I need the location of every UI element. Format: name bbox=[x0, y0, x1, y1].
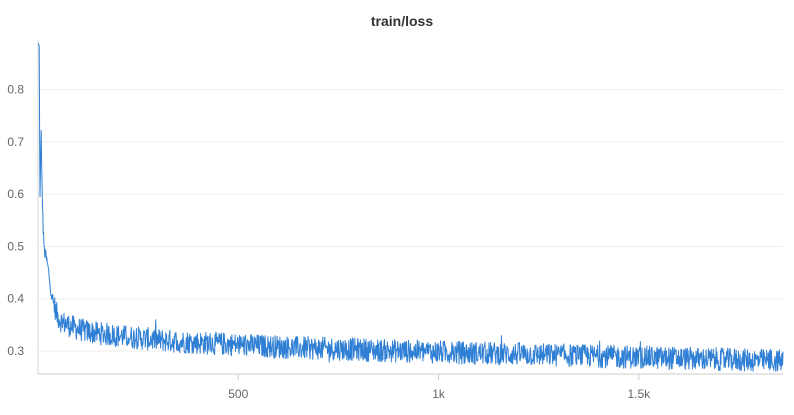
chart-title: train/loss bbox=[371, 13, 433, 29]
x-tick-label: 1k bbox=[432, 387, 446, 401]
gridlines bbox=[38, 89, 783, 352]
y-tick-label: 0.4 bbox=[7, 292, 24, 306]
series-layer bbox=[37, 43, 784, 372]
y-tick-label: 0.6 bbox=[7, 187, 24, 201]
x-tick-label: 500 bbox=[228, 387, 248, 401]
axes: 0.3 0.4 0.5 0.6 0.7 0.8 500 1k 1.5k bbox=[7, 40, 783, 401]
series-line bbox=[37, 43, 784, 372]
y-tick-label: 0.7 bbox=[7, 135, 24, 149]
x-tick-label: 1.5k bbox=[627, 387, 651, 401]
y-tick-label: 0.5 bbox=[7, 239, 24, 253]
y-tick-label: 0.3 bbox=[7, 344, 24, 358]
y-tick-label: 0.8 bbox=[7, 83, 24, 97]
